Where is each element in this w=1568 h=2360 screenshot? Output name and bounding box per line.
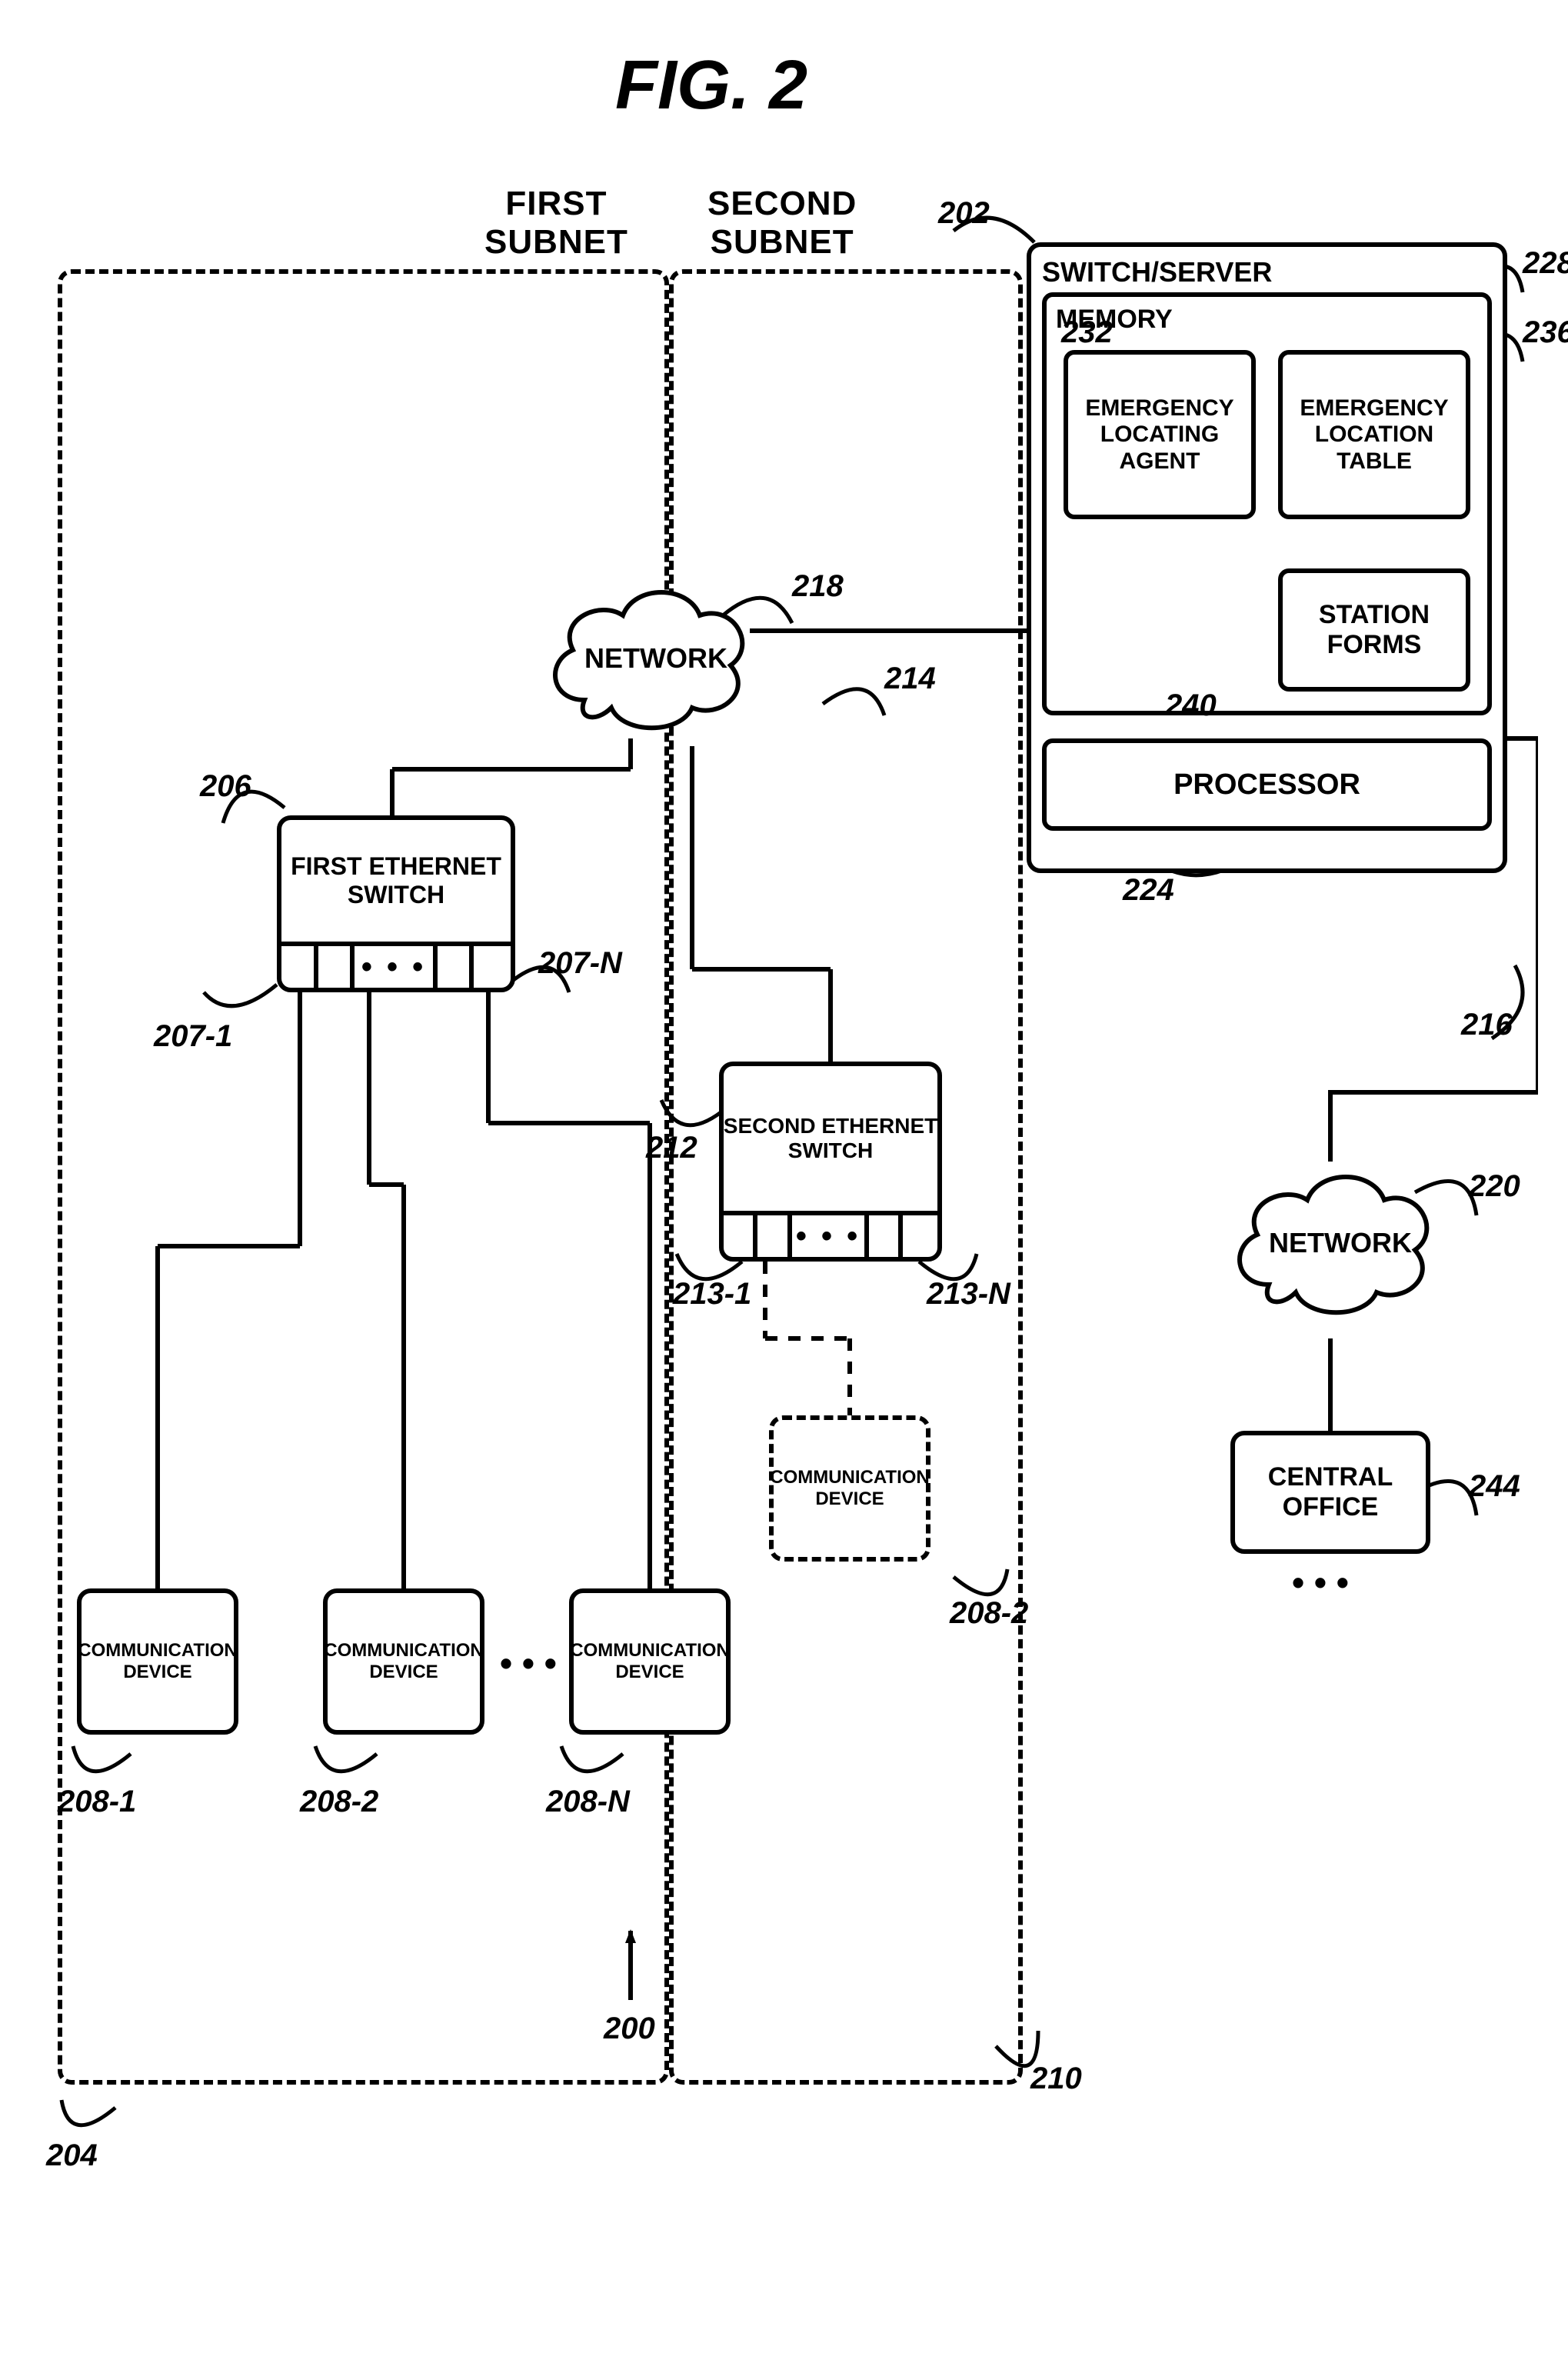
ref-208-n: 208-N [546,1785,630,1819]
ref-207-n: 207-N [538,946,622,981]
first-ethernet-switch: FIRST ETHERNET SWITCH • • • [277,815,515,992]
comm-device-dashed: COMMUNICATION DEVICE [769,1415,930,1562]
ref-244: 244 [1469,1469,1520,1504]
ref-218: 218 [792,569,844,604]
comm-device-1: COMMUNICATION DEVICE [77,1588,238,1735]
first-ethernet-switch-ports: • • • [281,942,511,988]
emergency-locating-agent: EMERGENCY LOCATING AGENT [1064,350,1256,519]
ref-214: 214 [884,662,936,696]
ref-204: 204 [46,2138,98,2173]
ref-207-1: 207-1 [154,1019,232,1054]
emergency-location-table: EMERGENCY LOCATION TABLE [1278,350,1470,519]
central-office-dots: • • • [1292,1562,1349,1603]
comm-device-n: COMMUNICATION DEVICE [569,1588,731,1735]
second-subnet-label: SECOND SUBNET [707,185,857,262]
first-subnet-label: FIRST SUBNET [484,185,628,262]
first-ethernet-switch-label: FIRST ETHERNET SWITCH [291,820,501,942]
central-office: CENTRAL OFFICE [1230,1431,1430,1554]
figure-title: FIG. 2 [615,46,807,125]
ref-236: 236 [1523,315,1568,350]
diagram-root: FIG. 2 [31,31,1538,2329]
network-enterprise-label: NETWORK [584,642,707,675]
processor: PROCESSOR [1042,738,1492,831]
ref-228: 228 [1523,246,1568,281]
second-ethernet-switch: SECOND ETHERNET SWITCH • • • [719,1062,942,1262]
comm-dots: • • • [500,1642,557,1684]
ref-208-2-second: 208-2 [950,1596,1028,1631]
network-wan-cloud: NETWORK [1223,1154,1438,1331]
station-forms: STATION FORMS [1278,568,1470,692]
network-enterprise-cloud: NETWORK [538,569,754,746]
comm-device-2: COMMUNICATION DEVICE [323,1588,484,1735]
ref-206: 206 [200,769,251,804]
memory-box: MEMORY EMERGENCY LOCATING AGENT EMERGENC… [1042,292,1492,715]
ref-240: 240 [1165,688,1217,723]
ref-213-1: 213-1 [673,1277,751,1312]
ref-208-2: 208-2 [300,1785,378,1819]
switch-server-label: SWITCH/SERVER [1042,256,1272,288]
network-wan-label: NETWORK [1269,1227,1392,1259]
ref-224: 224 [1123,873,1174,908]
ref-200: 200 [604,2012,655,2046]
second-ethernet-switch-ports: • • • [724,1211,937,1257]
ref-208-1: 208-1 [58,1785,136,1819]
ref-212: 212 [646,1131,697,1165]
second-ethernet-switch-label: SECOND ETHERNET SWITCH [724,1066,937,1211]
ref-216: 216 [1461,1008,1513,1042]
ref-202: 202 [938,196,990,231]
ref-210: 210 [1030,2062,1082,2096]
ref-232: 232 [1061,315,1113,350]
ref-220: 220 [1469,1169,1520,1204]
ref-213-n: 213-N [927,1277,1010,1312]
